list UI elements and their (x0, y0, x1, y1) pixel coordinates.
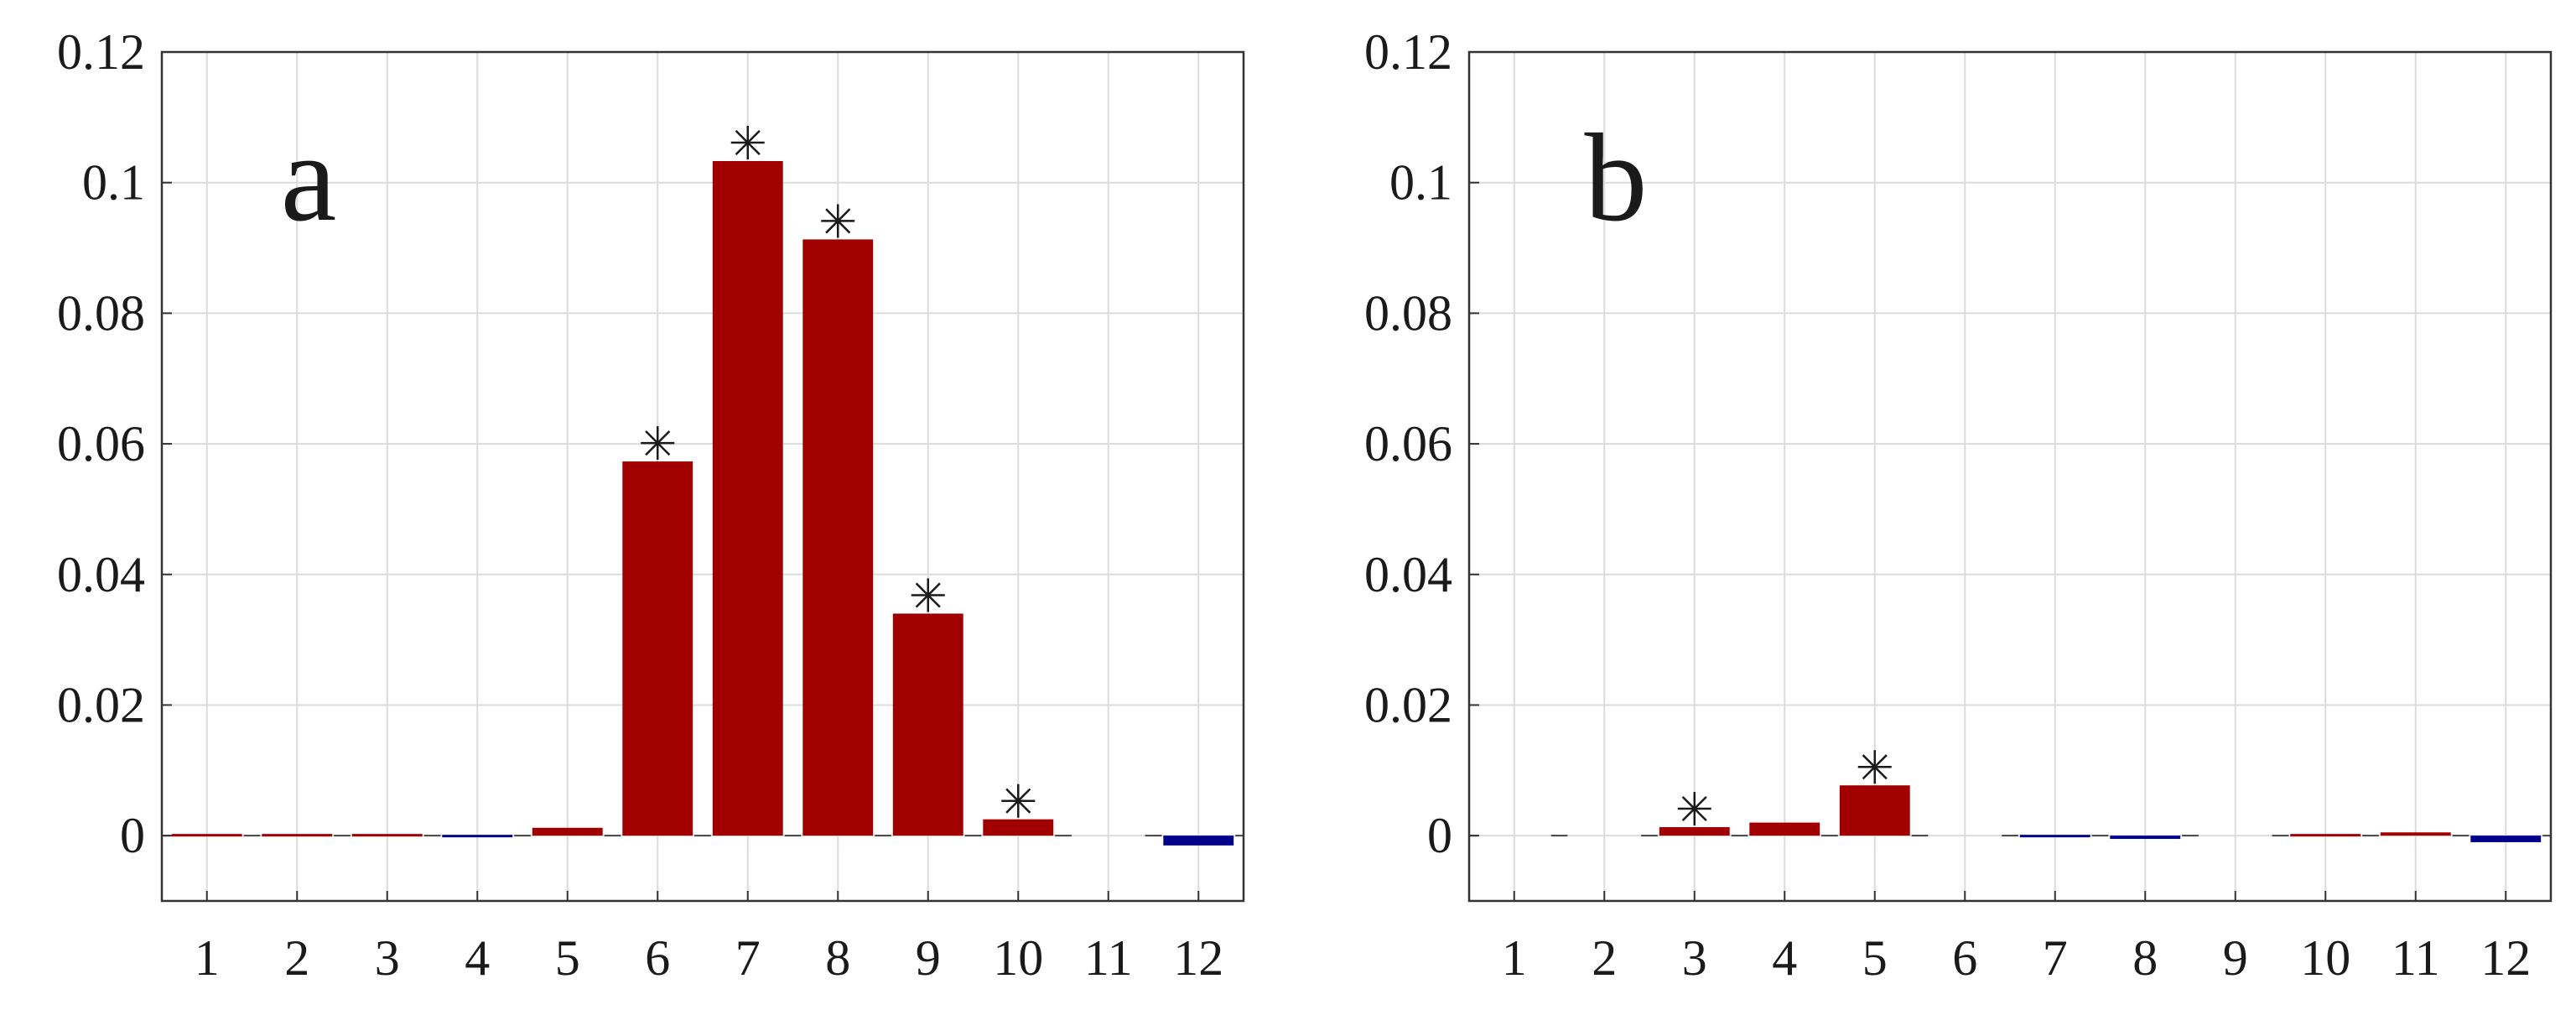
x-tick-label: 7 (2043, 930, 2068, 986)
y-tick-label: 0.1 (1389, 155, 1452, 211)
x-tick-label: 1 (195, 930, 220, 986)
y-tick-label: 0.12 (57, 24, 145, 80)
y-tick-label: 0.02 (1364, 677, 1452, 732)
bar-a-12 (1163, 836, 1234, 846)
bar-b-5 (1839, 785, 1910, 836)
bar-b-3 (1659, 827, 1730, 836)
x-tick-label: 3 (375, 930, 400, 986)
x-tick-label: 1 (1502, 930, 1527, 986)
x-tick-label: 4 (1772, 930, 1797, 986)
bar-b-8 (2110, 836, 2181, 840)
x-tick-label: 2 (284, 930, 309, 986)
bar-a-2 (262, 834, 333, 837)
bar-a-6 (622, 461, 693, 836)
x-tick-label: 6 (1952, 930, 1977, 986)
x-tick-label: 7 (735, 930, 761, 986)
x-tick-label: 4 (465, 930, 490, 986)
x-tick-label: 12 (1173, 930, 1223, 986)
x-tick-label: 9 (916, 930, 941, 986)
y-tick-label: 0 (1427, 808, 1452, 863)
y-tick-label: 0.02 (57, 677, 145, 732)
bar-a-9 (892, 613, 963, 836)
panel-label: b (1585, 108, 1648, 247)
bar-a-7 (712, 161, 783, 836)
x-tick-label: 2 (1592, 930, 1617, 986)
x-tick-label: 12 (2480, 930, 2531, 986)
y-tick-label: 0.1 (82, 155, 145, 211)
y-tick-label: 0 (120, 808, 145, 863)
y-tick-label: 0.06 (1364, 416, 1452, 471)
y-tick-label: 0.04 (57, 547, 145, 602)
x-tick-label: 8 (825, 930, 850, 986)
bar-a-3 (351, 834, 423, 837)
bar-a-10 (983, 819, 1054, 836)
significance-marker-b-5 (1857, 750, 1892, 784)
axes-frame-a (160, 50, 1245, 903)
x-tick-label: 5 (1862, 930, 1888, 986)
significance-marker-a-8 (821, 204, 855, 238)
x-tick-label: 5 (555, 930, 580, 986)
bar-b-7 (2019, 835, 2090, 838)
y-tick-label: 0.06 (57, 416, 145, 471)
plot-area-b (1469, 52, 2551, 901)
axes-frame-b (1467, 50, 2553, 903)
significance-marker-a-6 (641, 426, 675, 461)
significance-marker-a-7 (730, 126, 765, 160)
bar-b-10 (2290, 834, 2361, 837)
y-tick-label: 0.08 (1364, 285, 1452, 341)
plot-area-a (162, 52, 1244, 901)
significance-marker-b-3 (1677, 792, 1711, 826)
y-tick-label: 0.04 (1364, 547, 1452, 602)
bar-a-1 (171, 834, 242, 837)
significance-marker-a-10 (1001, 784, 1036, 818)
x-tick-label: 10 (2300, 930, 2350, 986)
x-tick-label: 11 (1084, 930, 1133, 986)
y-tick-label: 0.12 (1364, 24, 1452, 80)
x-tick-label: 9 (2223, 930, 2248, 986)
bar-b-11 (2380, 832, 2451, 836)
bar-a-5 (532, 827, 603, 836)
bar-b-4 (1749, 822, 1820, 836)
x-tick-label: 3 (1682, 930, 1707, 986)
significance-marker-a-9 (911, 578, 945, 612)
x-tick-label: 10 (993, 930, 1043, 986)
bar-b-12 (2470, 836, 2542, 842)
x-tick-label: 11 (2392, 930, 2440, 986)
x-tick-label: 8 (2132, 930, 2158, 986)
y-tick-label: 0.08 (57, 285, 145, 341)
bar-a-8 (802, 239, 874, 836)
panel-label: a (281, 108, 337, 247)
bar-a-4 (442, 835, 513, 838)
x-tick-label: 6 (645, 930, 670, 986)
